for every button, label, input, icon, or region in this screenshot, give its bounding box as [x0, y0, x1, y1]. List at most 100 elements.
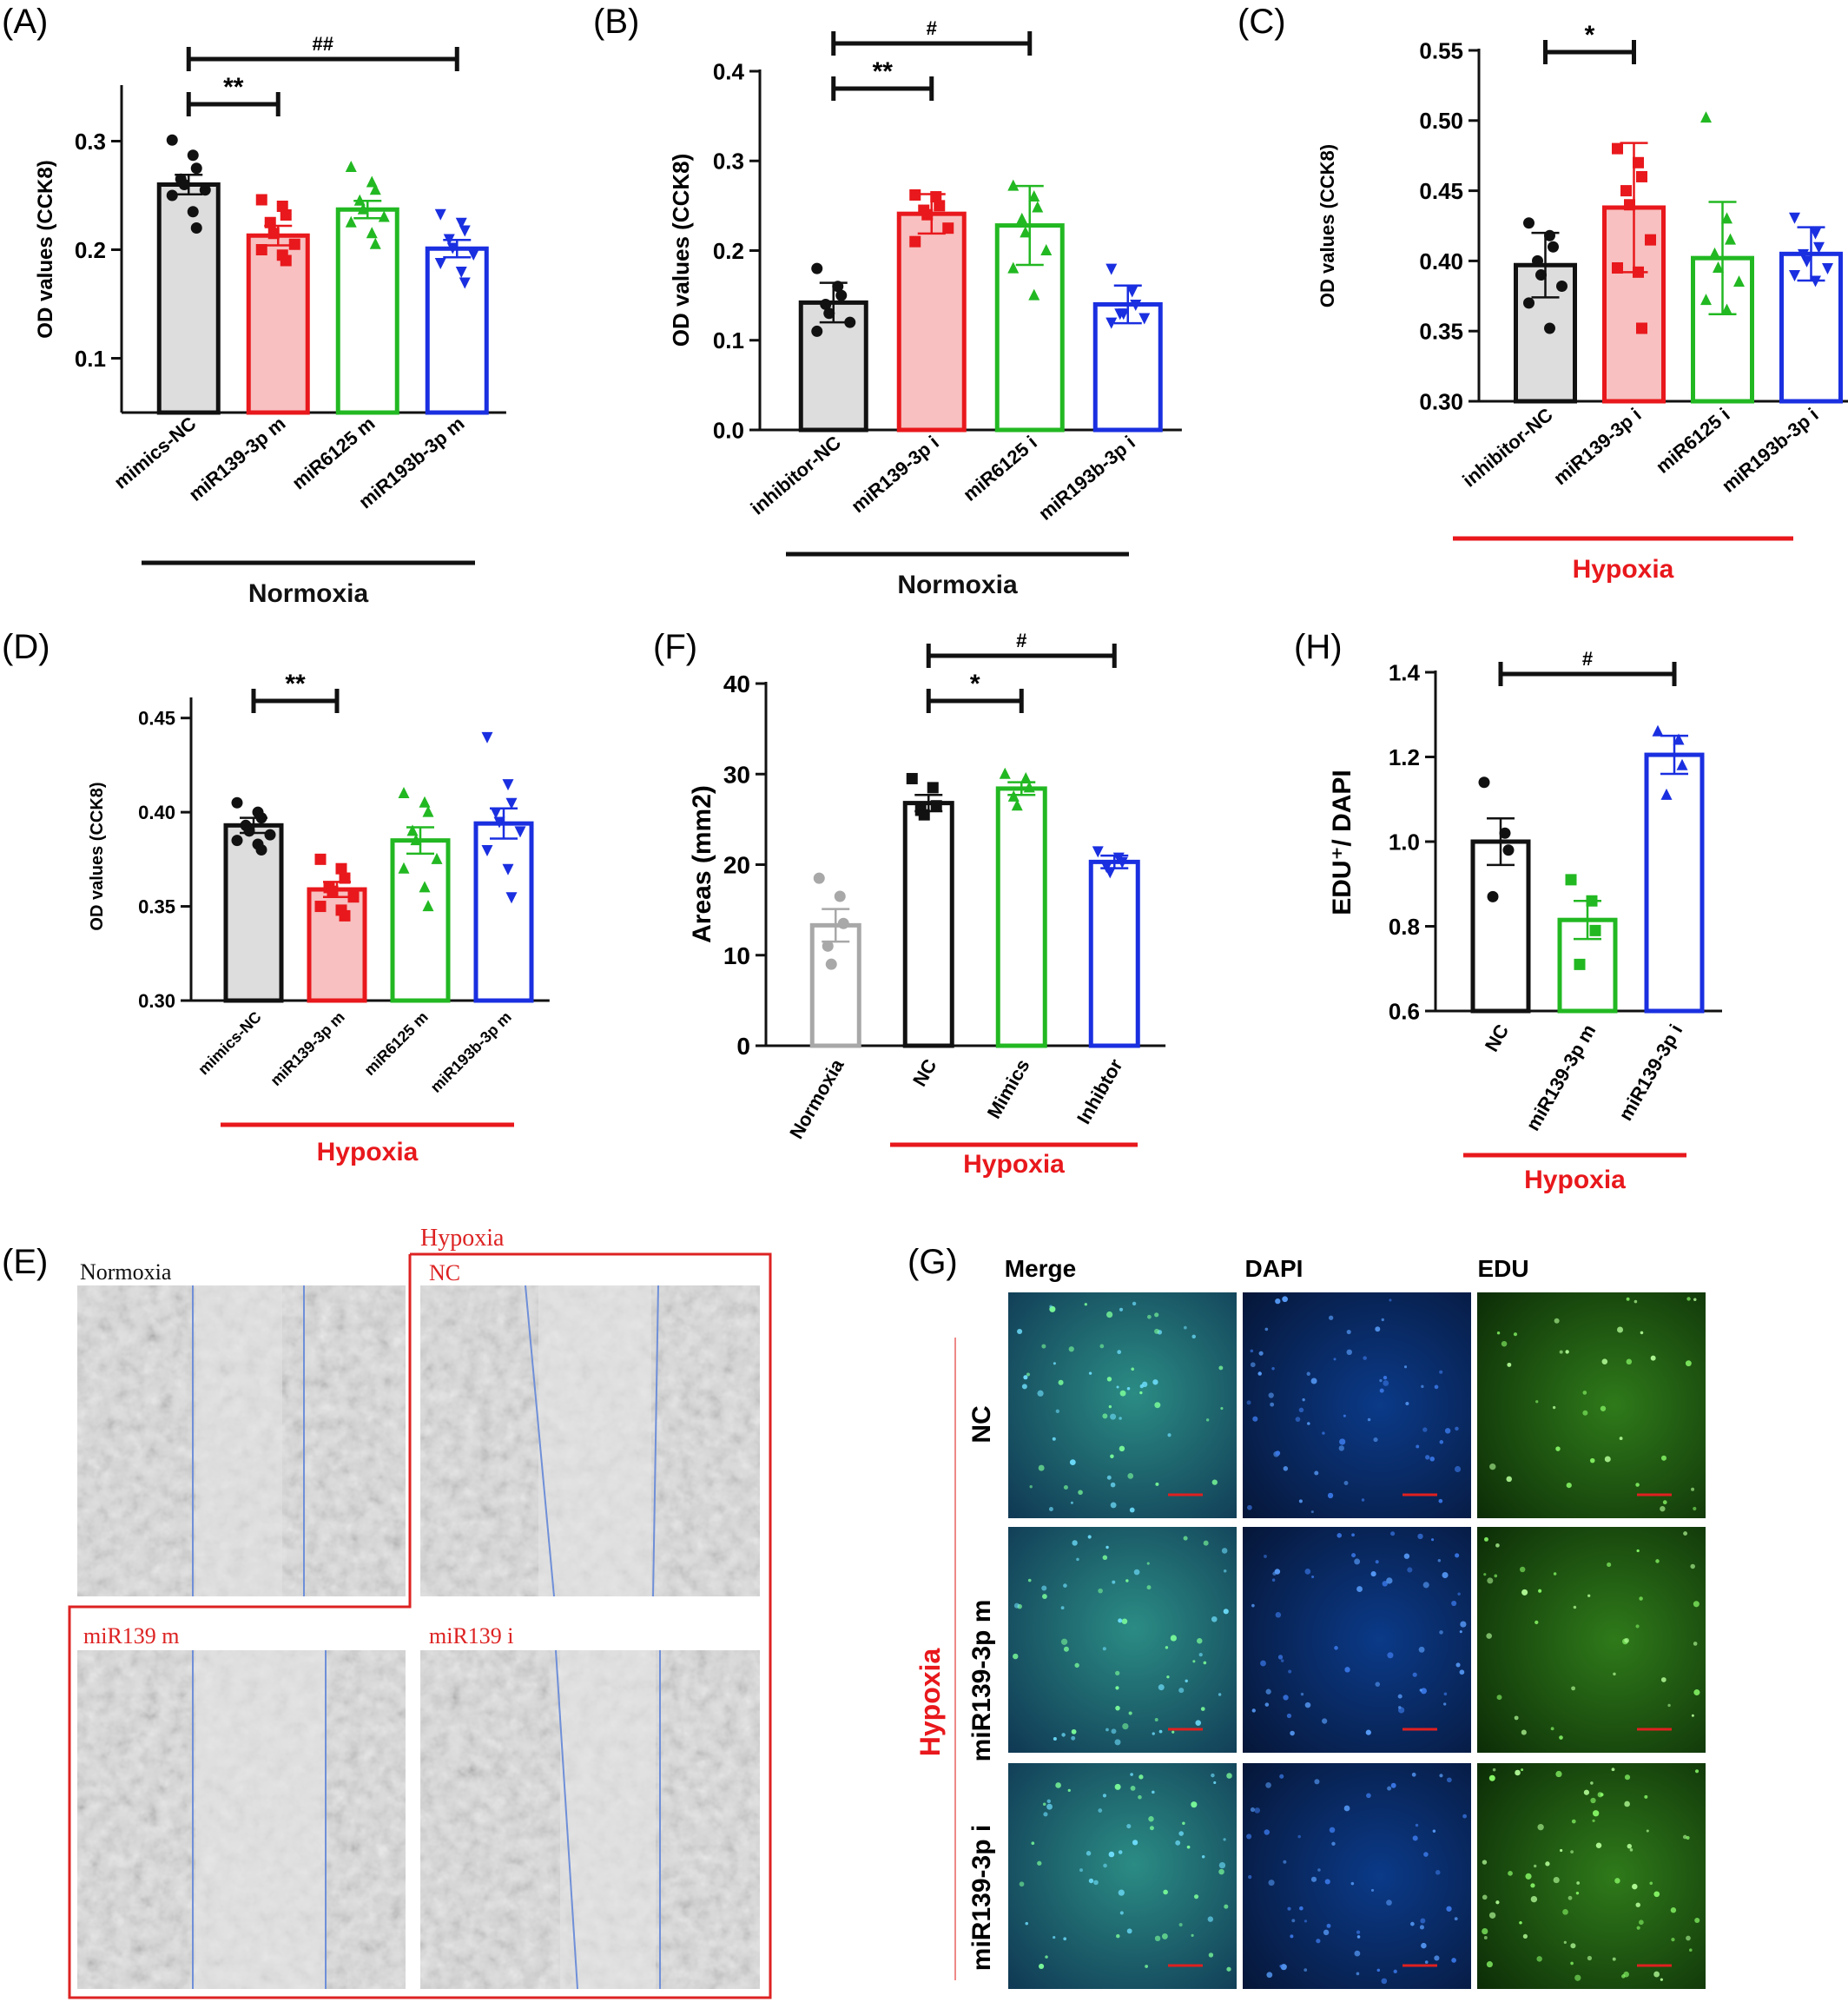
cell-nucleus [1154, 1312, 1159, 1318]
data-point [231, 796, 243, 809]
cell-nucleus [1283, 1695, 1289, 1701]
cell-nucleus [1421, 1384, 1424, 1389]
data-point [1023, 781, 1035, 793]
cell-nucleus [1108, 1851, 1115, 1858]
fluorescence-image [1006, 1525, 1238, 1754]
y-axis-label: OD values (CCK8) [1317, 144, 1338, 307]
cell-nucleus [1013, 1653, 1019, 1660]
x-tick-label: Normoxia [785, 1054, 848, 1142]
data-point [378, 210, 390, 222]
group-label: Hypoxia [1524, 1166, 1626, 1194]
mir139-i-caption: miR139 i [429, 1623, 514, 1649]
data-point [1789, 270, 1800, 282]
data-point [502, 779, 514, 791]
cell-nucleus [1197, 1637, 1203, 1644]
cell-nucleus [1614, 1878, 1620, 1884]
cell-nucleus [1246, 1834, 1252, 1840]
y-tick-label: 0.35 [138, 895, 175, 917]
cell-nucleus [1457, 1592, 1461, 1596]
cell-nucleus [1626, 1297, 1630, 1301]
cell-nucleus [1191, 1933, 1194, 1937]
y-axis-label: OD values (CCK8) [88, 782, 107, 930]
cell-nucleus [1251, 1708, 1256, 1713]
bar [246, 233, 310, 415]
cell-nucleus [1087, 1535, 1092, 1539]
cell-nucleus [1165, 1646, 1169, 1649]
cell-nucleus [1685, 1360, 1692, 1367]
cell-nucleus [1290, 1934, 1294, 1939]
data-point [832, 281, 844, 293]
data-point [811, 325, 823, 337]
cell-nucleus [1078, 1490, 1083, 1496]
cell-nucleus [1154, 1328, 1160, 1334]
cell-nucleus [1122, 1722, 1129, 1730]
data-point [1092, 846, 1104, 858]
cell-nucleus [1304, 1968, 1308, 1972]
cell-nucleus [1072, 1540, 1078, 1546]
cell-nucleus [1110, 1454, 1114, 1459]
cell-nucleus [1482, 1860, 1488, 1865]
cell-nucleus [1592, 1810, 1600, 1817]
cell-nucleus [1116, 1933, 1120, 1939]
chart-panel-f: (F) 0 10 20 30 40 Areas (mm2) Normoxia NC Mimics I… [653, 628, 1166, 1179]
cell-nucleus [1682, 1834, 1687, 1840]
cell-nucleus [1446, 1906, 1452, 1912]
nc-caption: NC [429, 1260, 460, 1285]
cell-nucleus [1343, 1414, 1346, 1417]
data-point [1487, 890, 1499, 902]
cell-nucleus [1046, 1803, 1053, 1810]
data-point [288, 238, 300, 250]
cell-nucleus [1331, 1841, 1336, 1846]
y-tick-label: 0.40 [1419, 248, 1463, 274]
cell-nucleus [1576, 1881, 1581, 1885]
data-point [190, 162, 202, 175]
cell-nucleus [1689, 1948, 1693, 1952]
cell-nucleus [1154, 1935, 1161, 1942]
data-point [347, 891, 360, 903]
cell-nucleus [1482, 1894, 1488, 1900]
cell-nucleus [1128, 1711, 1132, 1715]
cell-nucleus [1356, 1935, 1361, 1939]
data-point [410, 834, 422, 846]
cell-nucleus [1247, 1504, 1252, 1510]
micrograph-normoxia [77, 1285, 406, 1596]
data-point [1028, 288, 1040, 301]
cell-nucleus [1365, 1729, 1371, 1735]
row-label-mir139-m: miR139-3p m [967, 1600, 996, 1762]
cell-nucleus [1306, 1371, 1310, 1376]
data-point [255, 844, 267, 856]
data-point [481, 731, 493, 743]
data-point [834, 890, 846, 902]
cell-nucleus [1055, 1409, 1060, 1414]
cell-nucleus [1063, 1937, 1067, 1941]
cell-nucleus [1046, 1799, 1051, 1804]
cell-nucleus [1405, 1402, 1409, 1406]
cell-nucleus [1393, 1969, 1397, 1974]
fluorescence-image [1241, 1291, 1473, 1520]
x-tick-label: miR139-3p m [184, 413, 289, 505]
data-point [178, 179, 190, 190]
cell-nucleus [1530, 1883, 1535, 1888]
cell-nucleus [1218, 1861, 1226, 1869]
cell-nucleus [1025, 1921, 1029, 1926]
cell-nucleus [1691, 1714, 1694, 1717]
cell-nucleus [1127, 1473, 1134, 1479]
data-point [490, 807, 502, 819]
wound-edge-line [525, 1285, 555, 1597]
cell-nucleus [1367, 1417, 1371, 1422]
cell-nucleus [1607, 1562, 1612, 1568]
y-tick-label: 0.55 [1419, 37, 1463, 63]
x-tick-label: miR6125 m [287, 413, 379, 494]
cell-nucleus [1138, 1794, 1142, 1800]
cell-nucleus [1290, 1730, 1295, 1736]
cell-nucleus [1132, 1840, 1138, 1846]
cell-nucleus [1119, 1445, 1125, 1452]
bar [995, 786, 1047, 1048]
cell-nucleus [1417, 1533, 1423, 1540]
data-point [1721, 303, 1732, 315]
cell-nucleus [1126, 1823, 1132, 1829]
fluorescence-image [1475, 1761, 1707, 1991]
cell-nucleus [1327, 1492, 1334, 1499]
cell-nucleus [1434, 1955, 1440, 1961]
group-label: Hypoxia [1573, 555, 1674, 584]
